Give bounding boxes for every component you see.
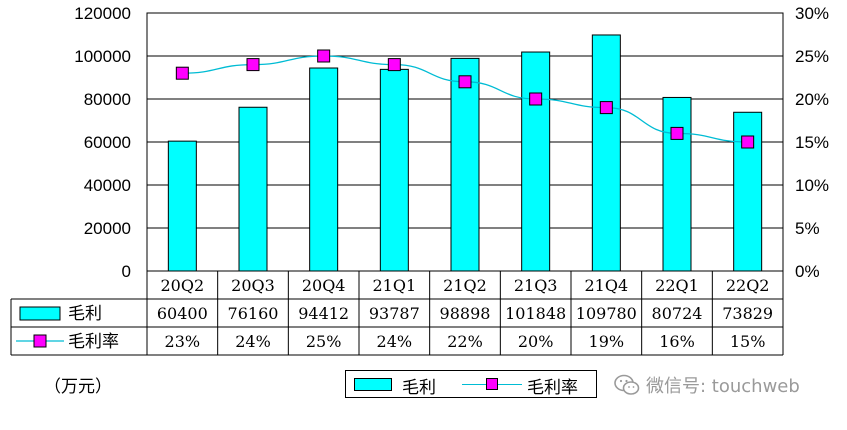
table-bar-value: 94412 <box>298 304 349 323</box>
table-line-marker <box>33 334 47 348</box>
line-marker <box>458 75 472 89</box>
bar <box>309 67 339 272</box>
y-left-tick-label: 0 <box>122 262 131 281</box>
table-bar-swatch <box>19 306 61 321</box>
line-marker <box>246 58 260 72</box>
x-tick-label: 21Q4 <box>585 276 629 295</box>
bar <box>238 106 268 272</box>
y-right-tick-label: 30% <box>795 4 829 23</box>
y-right-tick-label: 10% <box>795 176 829 195</box>
watermark: 微信号: touchweb <box>614 372 800 398</box>
x-tick-label: 21Q2 <box>443 276 487 295</box>
x-tick-label: 20Q3 <box>231 276 275 295</box>
x-tick-label: 21Q1 <box>373 276 417 295</box>
table-line-value: 25% <box>306 332 342 351</box>
table-line-value: 15% <box>730 332 766 351</box>
bar <box>450 57 480 272</box>
x-tick-label: 21Q3 <box>514 276 558 295</box>
table-bar-value: 73829 <box>722 304 773 323</box>
legend-bar-swatch <box>354 378 392 391</box>
x-tick-label: 22Q2 <box>726 276 770 295</box>
legend-line-label: 毛利率 <box>527 378 578 398</box>
y-right-tick-label: 25% <box>795 47 829 66</box>
table-line-value: 16% <box>659 332 695 351</box>
y-right-tick-label: 15% <box>795 133 829 152</box>
line-marker <box>599 101 613 115</box>
bar <box>662 96 692 272</box>
unit-label: （万元） <box>44 377 112 397</box>
x-tick-label: 20Q4 <box>302 276 346 295</box>
table-row-header-bars: 毛利 <box>68 304 102 324</box>
table-line-value: 24% <box>235 332 271 351</box>
table-bar-value: 93787 <box>369 304 420 323</box>
y-left-tick-label: 60000 <box>84 133 131 152</box>
table-line-value: 24% <box>377 332 413 351</box>
y-right-tick-label: 5% <box>795 219 820 238</box>
line-marker <box>317 49 331 63</box>
table-bar-value: 76160 <box>228 304 279 323</box>
table-bar-value: 101848 <box>505 304 566 323</box>
table-bar-value: 98898 <box>440 304 491 323</box>
table-bar-value: 80724 <box>652 304 703 323</box>
y-left-tick-label: 20000 <box>84 219 131 238</box>
watermark-text: 微信号: touchweb <box>646 376 800 397</box>
table-line-value: 19% <box>589 332 625 351</box>
table-line-value: 22% <box>447 332 483 351</box>
y-right-tick-label: 0% <box>795 262 820 281</box>
line-marker <box>670 126 684 140</box>
y-left-tick-label: 40000 <box>84 176 131 195</box>
y-left-tick-label: 80000 <box>84 90 131 109</box>
x-tick-label: 22Q1 <box>655 276 699 295</box>
bar <box>521 51 551 272</box>
bar <box>167 140 197 272</box>
y-left-tick-label: 100000 <box>74 47 131 66</box>
x-tick-label: 20Q2 <box>161 276 205 295</box>
wechat-icon <box>614 374 640 395</box>
bar <box>733 111 763 272</box>
y-right-tick-label: 20% <box>795 90 829 109</box>
line-marker <box>387 58 401 72</box>
line-marker <box>175 66 189 80</box>
line-marker <box>741 135 755 149</box>
legend: 毛利 毛利率 <box>345 370 597 398</box>
table-bar-value: 109780 <box>576 304 637 323</box>
legend-bar-label: 毛利 <box>402 378 436 398</box>
bar <box>379 68 409 272</box>
table-line-value: 20% <box>518 332 554 351</box>
legend-line-marker <box>486 378 498 390</box>
table-bar-value: 60400 <box>157 304 208 323</box>
table-line-value: 23% <box>165 332 201 351</box>
bar <box>591 34 621 272</box>
line-marker <box>529 92 543 106</box>
table-row-header-line: 毛利率 <box>68 332 119 352</box>
y-left-tick-label: 120000 <box>74 4 131 23</box>
